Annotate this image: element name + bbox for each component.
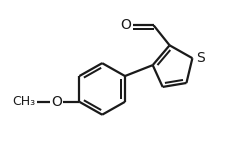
Text: S: S — [196, 51, 205, 65]
Text: O: O — [51, 95, 62, 109]
Text: CH₃: CH₃ — [13, 95, 36, 108]
Text: O: O — [121, 18, 132, 32]
